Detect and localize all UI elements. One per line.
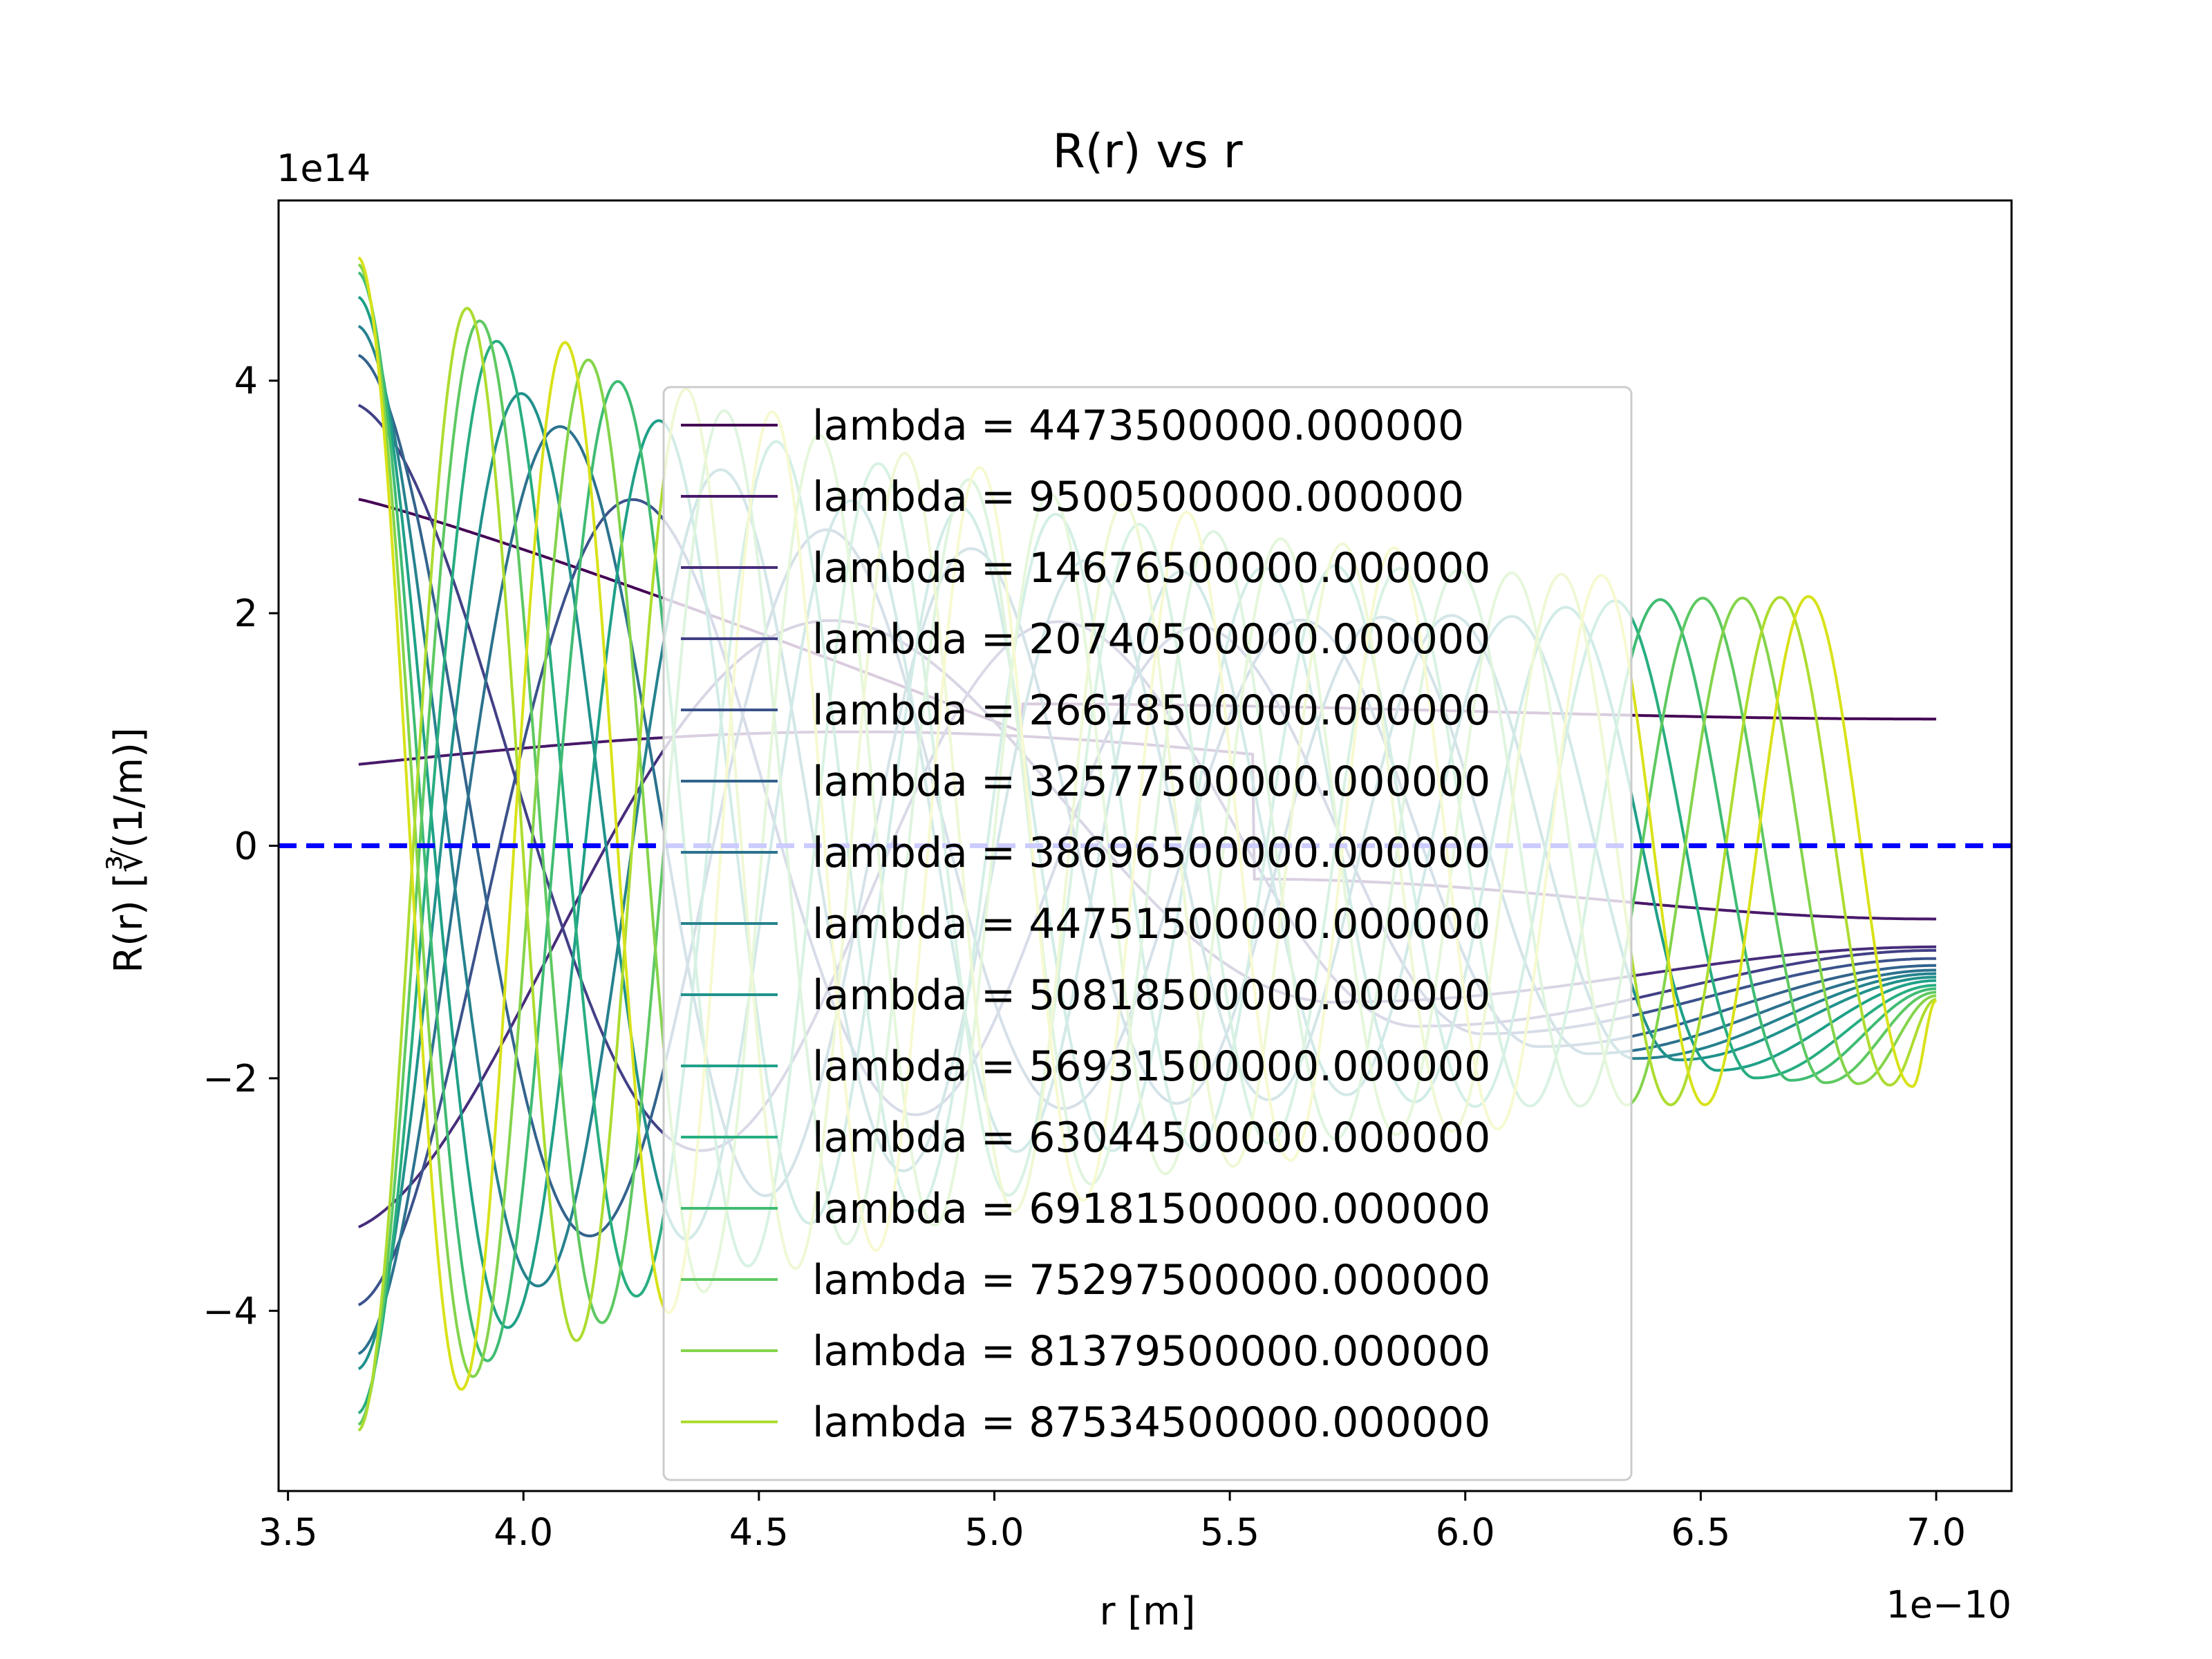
legend-label: lambda = 75297500000.000000 [812, 1256, 1490, 1304]
y-axis-ticks: −4 −2 0 2 4 [203, 359, 279, 1333]
legend-label: lambda = 26618500000.000000 [812, 686, 1490, 735]
y-offset-label: 1e14 [276, 147, 371, 190]
legend-label: lambda = 4473500000.000000 [812, 402, 1464, 450]
legend-label: lambda = 87534500000.000000 [812, 1398, 1490, 1447]
axes-frame [277, 199, 2013, 1492]
x-tick-label: 5.5 [1200, 1510, 1259, 1554]
x-tick-label: 4.0 [494, 1510, 553, 1554]
legend-label: lambda = 32577500000.000000 [812, 758, 1490, 806]
y-tick-label: 4 [234, 359, 258, 403]
legend-label: lambda = 81379500000.000000 [812, 1327, 1490, 1376]
x-tick-label: 6.5 [1671, 1510, 1730, 1554]
legend-label: lambda = 63044500000.000000 [812, 1114, 1490, 1162]
y-tick-label: 0 [234, 825, 258, 868]
legend-label: lambda = 20740500000.000000 [812, 615, 1490, 664]
legend-label: lambda = 9500500000.000000 [812, 473, 1464, 521]
legend-label: lambda = 14676500000.000000 [812, 544, 1490, 592]
y-axis-label: R(r) [∛(1/m)] [105, 727, 151, 973]
y-tick-label: −4 [203, 1289, 258, 1333]
x-offset-label: 1e−10 [1886, 1583, 2012, 1627]
legend-label: lambda = 69181500000.000000 [812, 1185, 1490, 1233]
y-tick-label: 2 [234, 592, 258, 635]
chart-title: R(r) vs r [1052, 124, 1242, 179]
y-tick-label: −2 [203, 1057, 258, 1100]
legend-label: lambda = 56931500000.000000 [812, 1042, 1490, 1091]
x-tick-label: 3.5 [259, 1510, 318, 1554]
x-tick-label: 7.0 [1906, 1510, 1966, 1554]
x-tick-label: 4.5 [729, 1510, 789, 1554]
legend-label: lambda = 50818500000.000000 [812, 971, 1490, 1020]
legend-box [662, 386, 1633, 1481]
legend: lambda = 4473500000.000000 lambda = 95005… [662, 386, 1633, 1481]
x-axis-label: r [m] [1099, 1589, 1195, 1634]
legend-label: lambda = 44751500000.000000 [812, 900, 1490, 948]
legend-label: lambda = 38696500000.000000 [812, 829, 1490, 877]
x-tick-label: 6.0 [1436, 1510, 1495, 1554]
x-axis-ticks: 3.5 4.0 4.5 5.0 5.5 6.0 6.5 7.0 [259, 1491, 1966, 1554]
x-tick-label: 5.0 [965, 1510, 1024, 1554]
